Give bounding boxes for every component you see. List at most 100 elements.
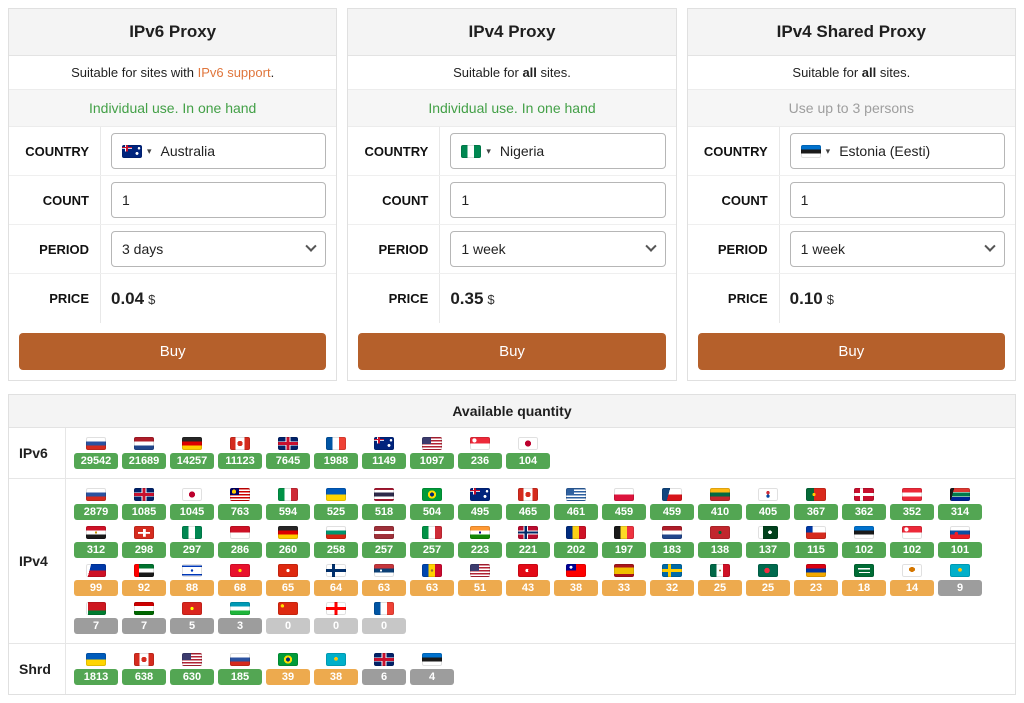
quantity-badge: 352 — [890, 504, 934, 520]
quantity-item-germany: 260 — [266, 526, 310, 558]
quantity-item-uk: 7645 — [266, 437, 310, 469]
price-row: PRICE 0.35 $ — [348, 274, 675, 323]
buy-button[interactable]: Buy — [697, 333, 1005, 370]
count-input[interactable] — [789, 182, 1005, 218]
quantity-item-netherlands: 21689 — [122, 437, 166, 469]
price-label: PRICE — [9, 274, 101, 323]
buy-button[interactable]: Buy — [358, 333, 666, 370]
quantity-item-singapore: 102 — [890, 526, 934, 558]
latvia-flag-icon — [374, 526, 394, 539]
buy-button[interactable]: Buy — [19, 333, 327, 370]
country-select[interactable]: ▾ Australia — [111, 133, 327, 169]
quantity-badge: 183 — [650, 542, 694, 558]
netherlands-flag-icon — [134, 437, 154, 450]
quantity-item-mexico: 25 — [698, 564, 742, 596]
period-select[interactable]: 1 week — [789, 231, 1005, 267]
quantity-item-brazil: 39 — [266, 653, 310, 685]
quantity-item-georgia: 0 — [314, 602, 358, 634]
quantity-item-singapore: 236 — [458, 437, 502, 469]
price-currency: $ — [826, 291, 834, 307]
quantity-item-romania: 202 — [554, 526, 598, 558]
subtitle-emphasis: all — [522, 65, 537, 80]
uk-flag-icon — [278, 437, 298, 450]
quantity-item-ukraine: 1813 — [74, 653, 118, 685]
quantity-badge: 14 — [890, 580, 934, 596]
sweden-flag-icon — [662, 564, 682, 577]
quantity-item-israel: 88 — [170, 564, 214, 596]
quantity-badge: 362 — [842, 504, 886, 520]
quantity-badge: 525 — [314, 504, 358, 520]
chevron-down-icon — [305, 240, 317, 252]
price-currency: $ — [487, 291, 495, 307]
quantity-item-bangladesh: 25 — [746, 564, 790, 596]
kazakhstan-flag-icon — [326, 653, 346, 666]
subtitle-emphasis: all — [861, 65, 877, 80]
spain-flag-icon — [614, 564, 634, 577]
quantity-badge: 63 — [362, 580, 406, 596]
estonia-flag-icon — [422, 653, 442, 666]
quantity-badge: 14257 — [170, 453, 214, 469]
pakistan-flag-icon — [758, 526, 778, 539]
quantity-item-philippines: 99 — [74, 564, 118, 596]
quantity-badge: 0 — [266, 618, 310, 634]
nigeria-flag-icon — [461, 144, 482, 158]
quantity-badge: 1085 — [122, 504, 166, 520]
country-row: COUNTRY ▾ Australia — [9, 127, 337, 176]
quantity-item-norway: 221 — [506, 526, 550, 558]
quantity-item-sweden: 32 — [650, 564, 694, 596]
quantity-item-south-korea: 405 — [746, 488, 790, 520]
country-select[interactable]: ▾ Nigeria — [450, 133, 666, 169]
cyprus-flag-icon — [902, 564, 922, 577]
france-flag-icon — [326, 437, 346, 450]
quantity-badge: 11123 — [218, 453, 262, 469]
usa-flag-icon — [182, 653, 202, 666]
quantity-item-thailand: 518 — [362, 488, 406, 520]
subtitle-text: Suitable for — [792, 65, 862, 80]
quantity-row-label: Shrd — [9, 644, 66, 694]
country-label: COUNTRY — [348, 127, 441, 175]
quantity-badge: 7645 — [266, 453, 310, 469]
price-row: PRICE 0.04 $ — [9, 274, 336, 323]
singapore-flag-icon — [902, 526, 922, 539]
count-input[interactable] — [111, 182, 327, 218]
count-label: COUNT — [348, 176, 441, 224]
ipv6-support-link[interactable]: IPv6 support — [197, 65, 271, 80]
quantity-badge: 32 — [650, 580, 694, 596]
slovakia-flag-icon — [950, 526, 970, 539]
quantity-badge: 3 — [218, 618, 262, 634]
quantity-item-kazakhstan: 9 — [938, 564, 982, 596]
period-select[interactable]: 3 days — [111, 231, 327, 267]
quantity-badge: 2879 — [74, 504, 118, 520]
quantity-badge: 64 — [314, 580, 358, 596]
quantity-badge: 38 — [314, 669, 358, 685]
quantity-badge: 39 — [266, 669, 310, 685]
romania-flag-icon — [566, 526, 586, 539]
poland-flag-icon — [614, 488, 634, 501]
period-select[interactable]: 1 week — [450, 231, 666, 267]
quantity-badge: 286 — [218, 542, 262, 558]
mexico-flag-icon — [710, 564, 730, 577]
quantity-badge: 763 — [218, 504, 262, 520]
usa-flag-icon — [422, 437, 442, 450]
vietnam-flag-icon — [182, 602, 202, 615]
quantity-badge: 102 — [890, 542, 934, 558]
quantity-item-france: 0 — [362, 602, 406, 634]
card-usage-note: Individual use. In one hand — [9, 90, 337, 127]
card-subtitle: Suitable for all sites. — [348, 56, 676, 90]
country-select[interactable]: ▾ Estonia (Eesti) — [789, 133, 1005, 169]
quantity-item-usa: 1097 — [410, 437, 454, 469]
quantity-item-spain: 33 — [602, 564, 646, 596]
estonia-flag-icon — [800, 144, 821, 158]
quantity-item-india: 223 — [458, 526, 502, 558]
quantity-item-morocco: 138 — [698, 526, 742, 558]
israel-flag-icon — [182, 564, 202, 577]
country-select-value: Australia — [160, 143, 215, 159]
quantity-item-australia: 1149 — [362, 437, 406, 469]
quantity-item-tajikistan: 7 — [122, 602, 166, 634]
quantity-badge: 104 — [506, 453, 550, 469]
count-input[interactable] — [450, 182, 666, 218]
quantity-badge: 197 — [602, 542, 646, 558]
quantity-item-greece: 461 — [554, 488, 598, 520]
price-value: 0.10 — [789, 288, 823, 308]
